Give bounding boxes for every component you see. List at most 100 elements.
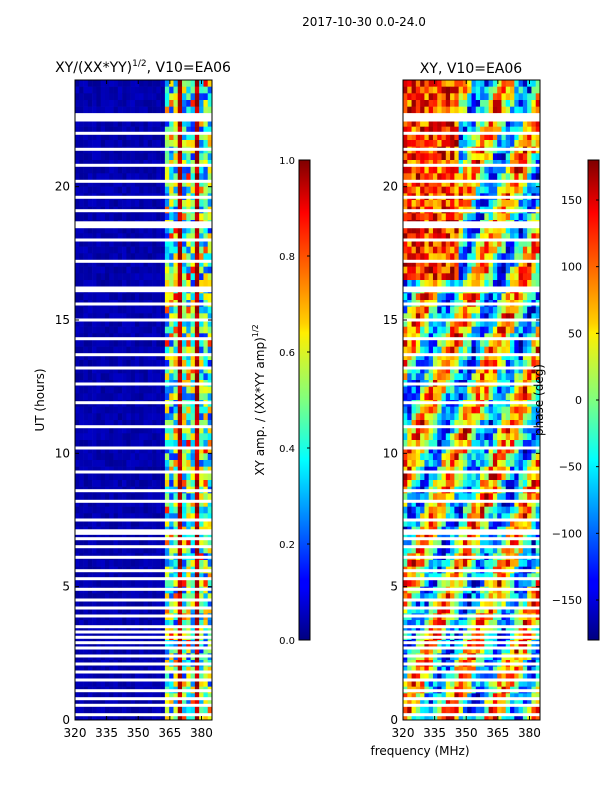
heatmap-cell bbox=[475, 153, 481, 161]
heatmap-cell bbox=[190, 260, 196, 267]
heatmap-cell bbox=[501, 126, 507, 134]
heatmap-cell bbox=[160, 266, 166, 274]
heatmap-cell bbox=[117, 606, 123, 614]
heatmap-cell bbox=[458, 366, 464, 374]
heatmap-cell bbox=[203, 580, 209, 587]
heatmap-cell bbox=[194, 340, 200, 347]
heatmap-cell bbox=[177, 140, 183, 147]
heatmap-cell bbox=[75, 520, 80, 527]
heatmap-cell bbox=[147, 360, 153, 367]
heatmap-cell bbox=[160, 353, 166, 361]
heatmap-cell bbox=[87, 313, 93, 321]
heatmap-cell bbox=[190, 166, 196, 174]
heatmap-cell bbox=[100, 360, 106, 367]
heatmap-cell bbox=[475, 173, 481, 181]
heatmap-cell bbox=[75, 333, 80, 341]
heatmap-cell bbox=[420, 393, 425, 401]
heatmap-cell bbox=[505, 353, 511, 361]
heatmap-cell bbox=[152, 506, 157, 514]
heatmap-cell bbox=[484, 246, 489, 254]
heatmap-cell bbox=[450, 426, 455, 434]
heatmap-cell bbox=[428, 446, 434, 454]
heatmap-cell bbox=[164, 393, 170, 401]
heatmap-cell bbox=[531, 106, 537, 114]
heatmap-cell bbox=[169, 446, 174, 454]
heatmap-cell bbox=[492, 133, 498, 141]
heatmap-cell bbox=[462, 440, 468, 447]
heatmap-cell bbox=[152, 413, 157, 421]
heatmap-cell bbox=[514, 93, 519, 101]
heatmap-cell bbox=[113, 466, 119, 474]
heatmap-cell bbox=[79, 266, 84, 274]
heatmap-cell bbox=[514, 413, 519, 421]
heatmap-cell bbox=[104, 706, 110, 714]
heatmap-cell bbox=[169, 520, 174, 527]
heatmap-cell bbox=[139, 93, 144, 101]
heatmap-cell bbox=[510, 353, 515, 361]
heatmap-cell bbox=[139, 673, 144, 681]
heatmap-cell bbox=[203, 593, 209, 601]
heatmap-cell bbox=[122, 600, 127, 607]
heatmap-cell bbox=[450, 253, 455, 261]
heatmap-cell bbox=[134, 440, 140, 447]
heatmap-cell bbox=[488, 440, 494, 447]
heatmap-cell bbox=[441, 366, 447, 374]
heatmap-cell bbox=[514, 320, 519, 327]
heatmap-cell bbox=[92, 346, 97, 354]
heatmap-cell bbox=[143, 106, 149, 114]
heatmap-cell bbox=[143, 373, 149, 381]
heatmap-cell bbox=[428, 240, 434, 247]
heatmap-cell bbox=[514, 393, 519, 401]
heatmap-cell bbox=[424, 133, 429, 141]
heatmap-cell bbox=[492, 426, 498, 434]
heatmap-cell bbox=[454, 306, 459, 314]
heatmap-cell bbox=[428, 393, 434, 401]
heatmap-cell bbox=[100, 433, 106, 441]
heatmap-cell bbox=[415, 100, 421, 107]
heatmap-cell bbox=[514, 426, 519, 434]
heatmap-cell bbox=[83, 493, 89, 501]
heatmap-cell bbox=[130, 213, 136, 221]
heatmap-cell bbox=[462, 140, 468, 147]
heatmap-cell bbox=[79, 160, 84, 167]
heatmap-cell bbox=[122, 100, 127, 107]
heatmap-cell bbox=[518, 233, 524, 241]
heatmap-cell bbox=[147, 246, 153, 254]
heatmap-cell bbox=[432, 153, 438, 161]
heatmap-cell bbox=[177, 306, 183, 314]
heatmap-cell bbox=[207, 706, 212, 714]
heatmap-cell bbox=[203, 606, 209, 614]
heatmap-cell bbox=[484, 386, 489, 394]
heatmap-cell bbox=[415, 280, 421, 287]
heatmap-cell bbox=[173, 360, 179, 367]
heatmap-cell bbox=[484, 260, 489, 267]
heatmap-cell bbox=[194, 233, 200, 241]
heatmap-cell bbox=[122, 266, 127, 274]
heatmap-cell bbox=[122, 93, 127, 101]
heatmap-cell bbox=[147, 580, 153, 587]
heatmap-cell bbox=[109, 426, 114, 434]
heatmap-cell bbox=[445, 200, 451, 207]
heatmap-cell bbox=[186, 460, 191, 467]
heatmap-cell bbox=[471, 240, 477, 247]
heatmap-cell bbox=[96, 386, 101, 394]
heatmap-cell bbox=[415, 420, 421, 427]
heatmap-cell bbox=[104, 600, 110, 607]
heatmap-cell bbox=[505, 180, 511, 187]
heatmap-cell bbox=[203, 513, 209, 521]
heatmap-cell bbox=[164, 433, 170, 441]
heatmap-cell bbox=[182, 700, 187, 707]
heatmap-cell bbox=[492, 200, 498, 207]
heatmap-cell bbox=[169, 180, 174, 187]
heatmap-cell bbox=[147, 473, 153, 481]
heatmap-cell bbox=[471, 153, 477, 161]
heatmap-cell bbox=[79, 126, 84, 134]
heatmap-cell bbox=[424, 106, 429, 114]
heatmap-cell bbox=[458, 273, 464, 281]
heatmap-cell bbox=[441, 186, 447, 194]
heatmap-cell bbox=[147, 86, 153, 94]
heatmap-cell bbox=[535, 173, 540, 181]
heatmap-cell bbox=[415, 293, 421, 301]
heatmap-cell bbox=[475, 266, 481, 274]
